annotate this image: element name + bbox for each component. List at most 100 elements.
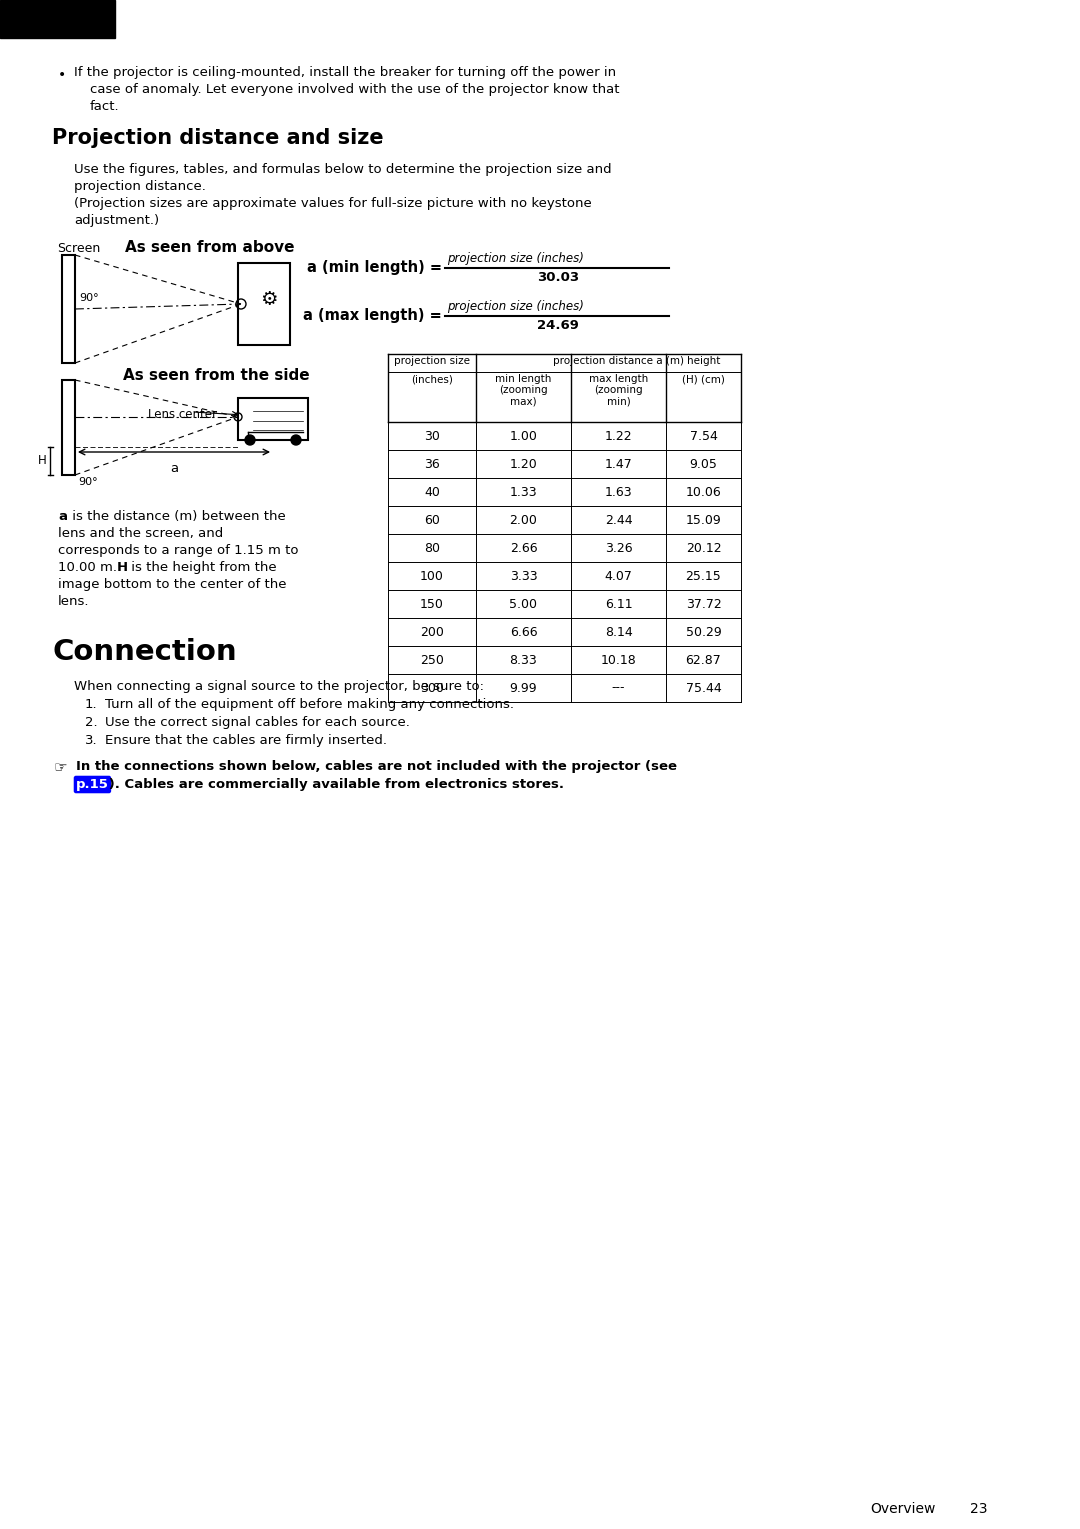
- Text: max): max): [510, 396, 537, 407]
- Text: min): min): [607, 396, 631, 407]
- Text: Projection distance and size: Projection distance and size: [52, 128, 383, 148]
- Text: 300: 300: [420, 682, 444, 694]
- Text: H: H: [38, 454, 48, 468]
- Text: 100: 100: [420, 569, 444, 583]
- Text: height: height: [687, 356, 720, 365]
- Text: 10.06: 10.06: [686, 486, 721, 498]
- Text: Screen: Screen: [57, 242, 100, 255]
- Text: (H) (cm): (H) (cm): [683, 375, 725, 384]
- Text: •: •: [58, 67, 66, 83]
- Text: 24.69: 24.69: [537, 320, 579, 332]
- Bar: [238, 398, 308, 440]
- Text: 80: 80: [424, 541, 440, 555]
- Text: projection size: projection size: [394, 356, 470, 365]
- Text: 1.33: 1.33: [510, 486, 538, 498]
- Text: ---: ---: [611, 682, 625, 694]
- Text: 10.18: 10.18: [600, 653, 636, 667]
- Text: 75.44: 75.44: [686, 682, 721, 694]
- Text: Use the figures, tables, and formulas below to determine the projection size and: Use the figures, tables, and formulas be…: [75, 164, 611, 176]
- Text: 1.47: 1.47: [605, 457, 633, 471]
- Text: case of anomaly. Let everyone involved with the use of the projector know that: case of anomaly. Let everyone involved w…: [90, 83, 620, 96]
- Text: 1.: 1.: [85, 699, 97, 711]
- Text: If the projector is ceiling-mounted, install the breaker for turning off the pow: If the projector is ceiling-mounted, ins…: [75, 66, 616, 80]
- Text: 8.33: 8.33: [510, 653, 538, 667]
- Text: (Projection sizes are approximate values for full-size picture with no keystone: (Projection sizes are approximate values…: [75, 197, 592, 209]
- Bar: [0, 0, 114, 38]
- Text: 50.29: 50.29: [686, 625, 721, 639]
- Text: 3.33: 3.33: [510, 569, 538, 583]
- Text: 1.63: 1.63: [605, 486, 632, 498]
- Text: Turn all of the equipment off before making any connections.: Turn all of the equipment off before mak…: [105, 699, 514, 711]
- Text: 250: 250: [420, 653, 444, 667]
- Text: 8.14: 8.14: [605, 625, 633, 639]
- Text: 6.11: 6.11: [605, 598, 632, 610]
- Text: p.15: p.15: [76, 778, 109, 790]
- Text: 1.20: 1.20: [510, 457, 538, 471]
- Text: 10.00 m.: 10.00 m.: [58, 561, 121, 573]
- Text: (inches): (inches): [411, 375, 453, 384]
- Text: English: English: [10, 12, 72, 26]
- Text: 15.09: 15.09: [686, 514, 721, 526]
- Circle shape: [291, 434, 301, 445]
- Text: 1.22: 1.22: [605, 430, 632, 442]
- Text: 60: 60: [424, 514, 440, 526]
- Text: As seen from the side: As seen from the side: [123, 368, 310, 382]
- Text: (zooming: (zooming: [499, 385, 548, 394]
- Text: 37.72: 37.72: [686, 598, 721, 610]
- Text: 2.00: 2.00: [510, 514, 538, 526]
- Text: Ensure that the cables are firmly inserted.: Ensure that the cables are firmly insert…: [105, 734, 387, 748]
- Circle shape: [245, 434, 255, 445]
- Text: Use the correct signal cables for each source.: Use the correct signal cables for each s…: [105, 716, 410, 729]
- Text: 2.44: 2.44: [605, 514, 632, 526]
- Text: 90°: 90°: [78, 477, 97, 488]
- Text: a: a: [58, 511, 67, 523]
- Text: is the height from the: is the height from the: [127, 561, 276, 573]
- Text: 6.66: 6.66: [510, 625, 538, 639]
- Text: 23: 23: [970, 1501, 987, 1515]
- Text: 25.15: 25.15: [686, 569, 721, 583]
- Text: ⚙: ⚙: [260, 291, 278, 309]
- Text: 9.05: 9.05: [689, 457, 717, 471]
- Text: ☞: ☞: [54, 760, 68, 775]
- Text: corresponds to a range of 1.15 m to: corresponds to a range of 1.15 m to: [58, 544, 298, 557]
- Text: Lens center: Lens center: [148, 408, 217, 420]
- Text: 90°: 90°: [79, 294, 98, 303]
- Text: 3.: 3.: [85, 734, 97, 748]
- Text: min length: min length: [496, 375, 552, 384]
- Text: 2.66: 2.66: [510, 541, 538, 555]
- Text: lens.: lens.: [58, 595, 90, 609]
- Text: 200: 200: [420, 625, 444, 639]
- Text: fact.: fact.: [90, 99, 120, 113]
- Text: 5.00: 5.00: [510, 598, 538, 610]
- Text: When connecting a signal source to the projector, be sure to:: When connecting a signal source to the p…: [75, 680, 484, 693]
- Text: lens and the screen, and: lens and the screen, and: [58, 528, 224, 540]
- Text: (zooming: (zooming: [594, 385, 643, 394]
- Text: a (max length) =: a (max length) =: [303, 307, 442, 323]
- Text: 62.87: 62.87: [686, 653, 721, 667]
- Text: 40: 40: [424, 486, 440, 498]
- Bar: [62, 255, 75, 362]
- Text: ). Cables are commercially available from electronics stores.: ). Cables are commercially available fro…: [104, 778, 564, 790]
- Text: projection size (inches): projection size (inches): [447, 300, 584, 313]
- Text: 36: 36: [424, 457, 440, 471]
- Text: 4.07: 4.07: [605, 569, 633, 583]
- Text: 7.54: 7.54: [689, 430, 717, 442]
- Text: adjustment.): adjustment.): [75, 214, 159, 226]
- Text: projection size (inches): projection size (inches): [447, 252, 584, 265]
- Text: 1.00: 1.00: [510, 430, 538, 442]
- Text: 150: 150: [420, 598, 444, 610]
- Text: 30.03: 30.03: [537, 271, 579, 284]
- Text: 30: 30: [424, 430, 440, 442]
- Text: 9.99: 9.99: [510, 682, 538, 694]
- Text: In the connections shown below, cables are not included with the projector (see: In the connections shown below, cables a…: [76, 760, 677, 774]
- Text: image bottom to the center of the: image bottom to the center of the: [58, 578, 286, 592]
- Text: max length: max length: [589, 375, 648, 384]
- Text: projection distance.: projection distance.: [75, 180, 206, 193]
- Text: a (min length) =: a (min length) =: [307, 260, 442, 275]
- Text: Overview: Overview: [870, 1501, 935, 1515]
- Bar: [238, 263, 291, 346]
- Text: 20.12: 20.12: [686, 541, 721, 555]
- Text: H: H: [117, 561, 129, 573]
- Text: As seen from above: As seen from above: [125, 240, 295, 255]
- Text: Connection: Connection: [52, 638, 237, 667]
